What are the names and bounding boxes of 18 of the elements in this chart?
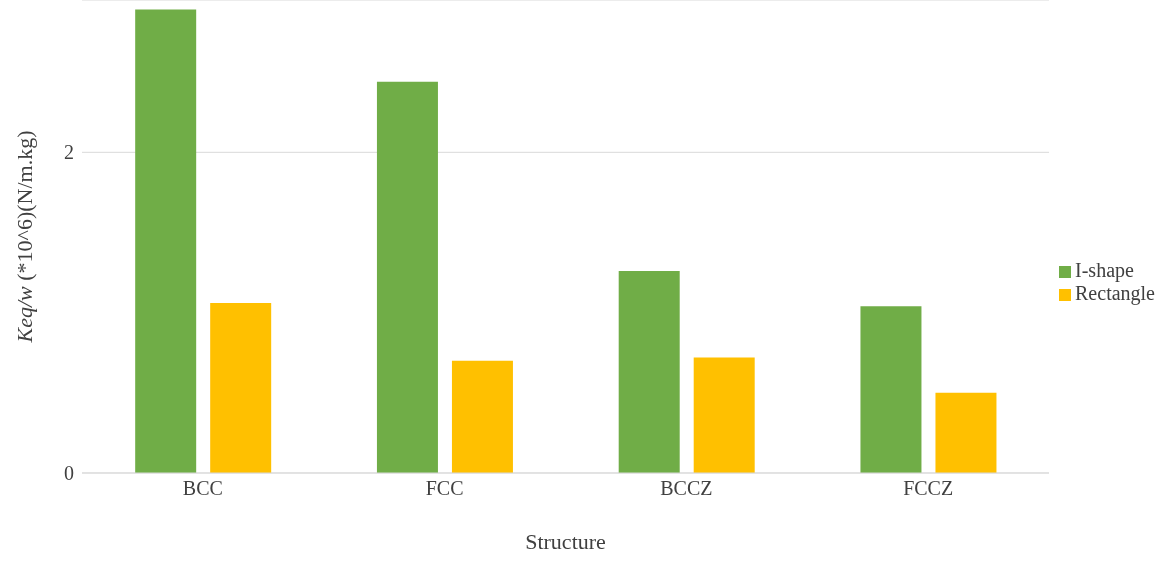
x-tick-label: FCCZ xyxy=(903,477,954,500)
legend-label: I-shape xyxy=(1075,258,1134,281)
bar xyxy=(935,392,997,473)
bar xyxy=(135,9,197,473)
bar xyxy=(693,357,755,473)
y-axis-title: Keq/w (*10^6)(N/m.kg) xyxy=(12,130,37,344)
x-axis-title: Structure xyxy=(525,529,606,554)
bar xyxy=(618,270,680,473)
bar xyxy=(376,81,438,473)
bar xyxy=(210,303,272,473)
legend-label: Rectangle xyxy=(1075,281,1155,304)
bar xyxy=(451,360,513,473)
y-tick-label: 2 xyxy=(64,141,74,164)
x-tick-label: FCC xyxy=(425,477,464,500)
bar xyxy=(860,306,922,473)
x-tick-label: BCCZ xyxy=(660,477,713,500)
y-tick-label: 0 xyxy=(64,462,74,485)
x-tick-label: BCC xyxy=(182,477,223,500)
